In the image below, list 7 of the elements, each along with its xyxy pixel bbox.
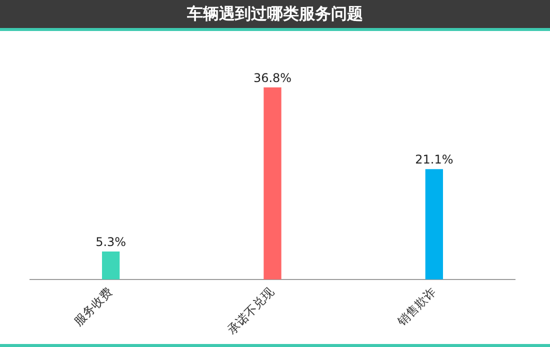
x-tick-label: 服务收费 [71, 284, 116, 329]
data-label: 21.1% [415, 152, 454, 167]
x-tick-label: 承诺不兑现 [224, 284, 277, 338]
data-label: 5.3% [96, 234, 126, 249]
x-tick-label: 销售欺诈 [394, 284, 438, 330]
chart-title: 车辆遇到过哪类服务问题 [0, 0, 550, 31]
data-label: 36.8% [253, 70, 292, 85]
